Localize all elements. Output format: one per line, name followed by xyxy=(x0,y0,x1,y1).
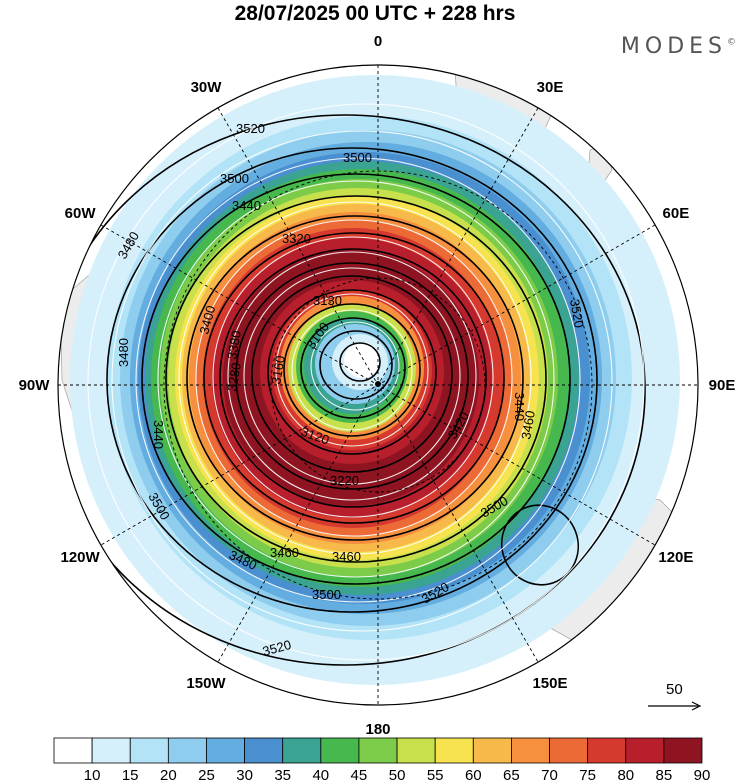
colorbar-swatch xyxy=(282,737,322,764)
colorbar-tick-label: 80 xyxy=(617,767,634,782)
contour-label: 3520 xyxy=(236,121,265,136)
copyright-mark: © xyxy=(727,37,736,48)
contour-label: 3460 xyxy=(270,545,299,560)
colorbar-tick-label: 20 xyxy=(160,767,177,782)
colorbar-tick-label: 85 xyxy=(656,767,673,782)
colorbar-swatch xyxy=(472,737,512,764)
colorbar-swatch xyxy=(129,737,169,764)
contour-label: 3520 xyxy=(261,637,293,659)
colorbar-tick-label: 90 xyxy=(694,767,711,782)
longitude-label: 90W xyxy=(19,377,51,394)
colorbar-swatch xyxy=(663,737,703,764)
contour-label: 3220 xyxy=(330,473,359,488)
longitude-label: 60E xyxy=(663,205,690,222)
longitude-label: 150W xyxy=(186,675,226,692)
colorbar-swatch xyxy=(434,737,474,764)
longitude-label: 180 xyxy=(365,721,390,738)
colorbar-swatch xyxy=(53,737,93,764)
colorbar-swatch xyxy=(625,737,665,764)
colorbar-tick-label: 70 xyxy=(541,767,558,782)
longitude-label: 60W xyxy=(65,205,97,222)
band-inner-10 xyxy=(344,342,380,378)
south-pole-marker xyxy=(375,381,381,387)
colorbar-swatch xyxy=(167,737,207,764)
colorbar-tick-label: 25 xyxy=(198,767,215,782)
vector-reference-value: 50 xyxy=(666,681,683,698)
colorbar-tick-label: 55 xyxy=(427,767,444,782)
longitude-labels: 0 30E 60E 90E 120E 150E 180 150W 120W 90W 60W 30W xyxy=(19,33,736,738)
contour-label: 3500 xyxy=(220,171,249,186)
colorbar-tick-label: 15 xyxy=(122,767,139,782)
contour-label: 3440 xyxy=(151,420,166,449)
colorbar-tick-label: 10 xyxy=(84,767,101,782)
contour-label: 3440 xyxy=(232,198,261,213)
contour-label: 3500 xyxy=(343,150,372,165)
brand-name: MODES xyxy=(620,34,727,59)
colorbar-swatch xyxy=(549,737,589,764)
colorbar-swatch xyxy=(91,737,131,764)
colorbar-tick-label: 65 xyxy=(503,767,520,782)
contour-label: 3380 xyxy=(224,329,244,360)
longitude-label: 0 xyxy=(374,33,382,50)
contour-label: 3460 xyxy=(332,549,361,564)
colorbar-swatch xyxy=(358,737,398,764)
longitude-label: 120W xyxy=(61,549,101,566)
height-contours xyxy=(58,114,646,666)
contour-label: 3130 xyxy=(313,293,342,308)
longitude-label: 120E xyxy=(658,549,693,566)
colorbar-tick-label: 50 xyxy=(389,767,406,782)
colorbar-swatch xyxy=(244,737,284,764)
vector-reference: 50 xyxy=(648,681,702,711)
contour-label: 3160 xyxy=(268,354,288,385)
contour-label: 3480 xyxy=(116,338,131,367)
colorbar-swatch xyxy=(587,737,627,764)
map-boundary xyxy=(57,64,699,706)
map-title: 28/07/2025 00 UTC + 228 hrs xyxy=(234,2,516,25)
colorbar-swatch xyxy=(206,737,245,764)
longitude-label: 150E xyxy=(532,675,567,692)
contour-label: 3520 xyxy=(567,298,587,329)
longitude-label: 30W xyxy=(191,79,223,96)
longitude-label: 30E xyxy=(537,79,564,96)
map-disc xyxy=(58,65,698,705)
brand-logo: MODES© xyxy=(621,34,736,59)
wind-streamlines xyxy=(87,103,645,661)
colorbar-tick-label: 30 xyxy=(236,767,253,782)
colorbar-tick-label: 35 xyxy=(274,767,291,782)
colorbar-swatch xyxy=(320,737,360,764)
colorbar-swatch xyxy=(396,737,436,764)
contour-label: 3320 xyxy=(282,231,311,246)
longitude-label: 90E xyxy=(709,377,736,394)
colorbar-tick-label: 75 xyxy=(579,767,596,782)
colorbar: 10 15 20 25 30 35 40 45 50 55 60 65 70 75 80 85 90 xyxy=(53,737,711,782)
contour-label: 3400 xyxy=(196,304,218,336)
contour-label: 3500 xyxy=(312,587,341,602)
contour-label: 3460 xyxy=(518,409,538,440)
colorbar-tick-label: 60 xyxy=(465,767,482,782)
colorbar-tick-label: 40 xyxy=(312,767,329,782)
contour-label: 3280 xyxy=(224,361,244,392)
colorbar-tick-label: 45 xyxy=(351,767,368,782)
colorbar-swatch xyxy=(511,737,550,764)
contour-label: 3440 xyxy=(512,392,527,421)
